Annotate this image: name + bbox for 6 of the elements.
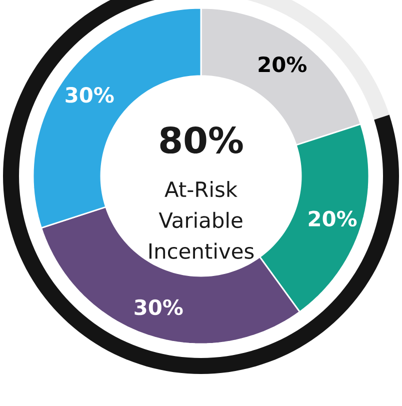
data-label: 20% — [308, 210, 357, 227]
data-label: 30% — [66, 86, 114, 103]
data-label: 30% — [134, 299, 183, 316]
data-label: 20% — [258, 56, 306, 72]
text: 80% — [160, 126, 243, 154]
text: At-Risk Variable Incentives — [149, 181, 254, 259]
